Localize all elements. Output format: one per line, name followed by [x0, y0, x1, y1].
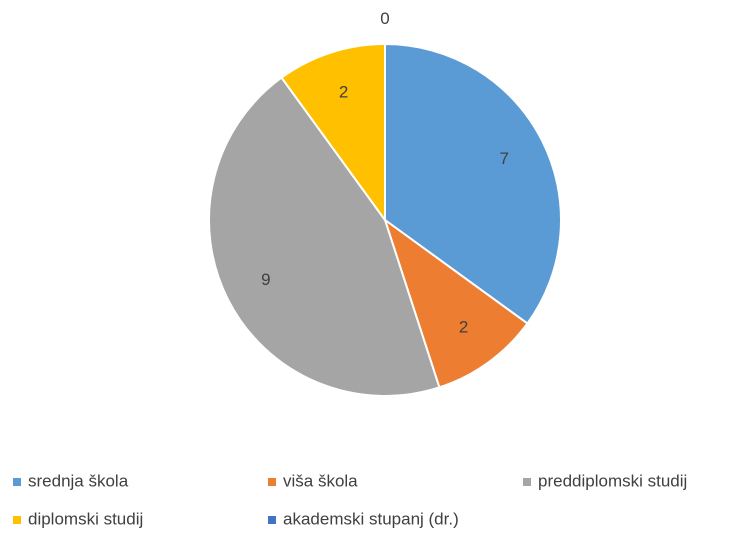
pie-slice — [280, 42, 386, 224]
legend-label: akademski stupanj (dr.) — [283, 509, 459, 528]
legend-label: preddiplomski studij — [538, 471, 687, 490]
pie-slice — [384, 42, 562, 325]
legend-swatch — [13, 516, 21, 524]
legend-label: srednja škola — [28, 471, 129, 490]
pie-slice — [383, 217, 529, 389]
pie-slice — [208, 76, 441, 397]
data-label: 0 — [380, 9, 389, 28]
legend-swatch — [13, 478, 21, 486]
data-label: 2 — [339, 82, 348, 101]
legend-label: diplomski studij — [28, 509, 143, 528]
legend-swatch — [268, 516, 276, 524]
data-label: 2 — [459, 318, 468, 337]
legend-swatch — [268, 478, 276, 486]
legend-swatch — [523, 478, 531, 486]
data-label: 7 — [499, 149, 508, 168]
legend-label: viša škola — [283, 471, 358, 490]
data-label: 9 — [261, 270, 270, 289]
